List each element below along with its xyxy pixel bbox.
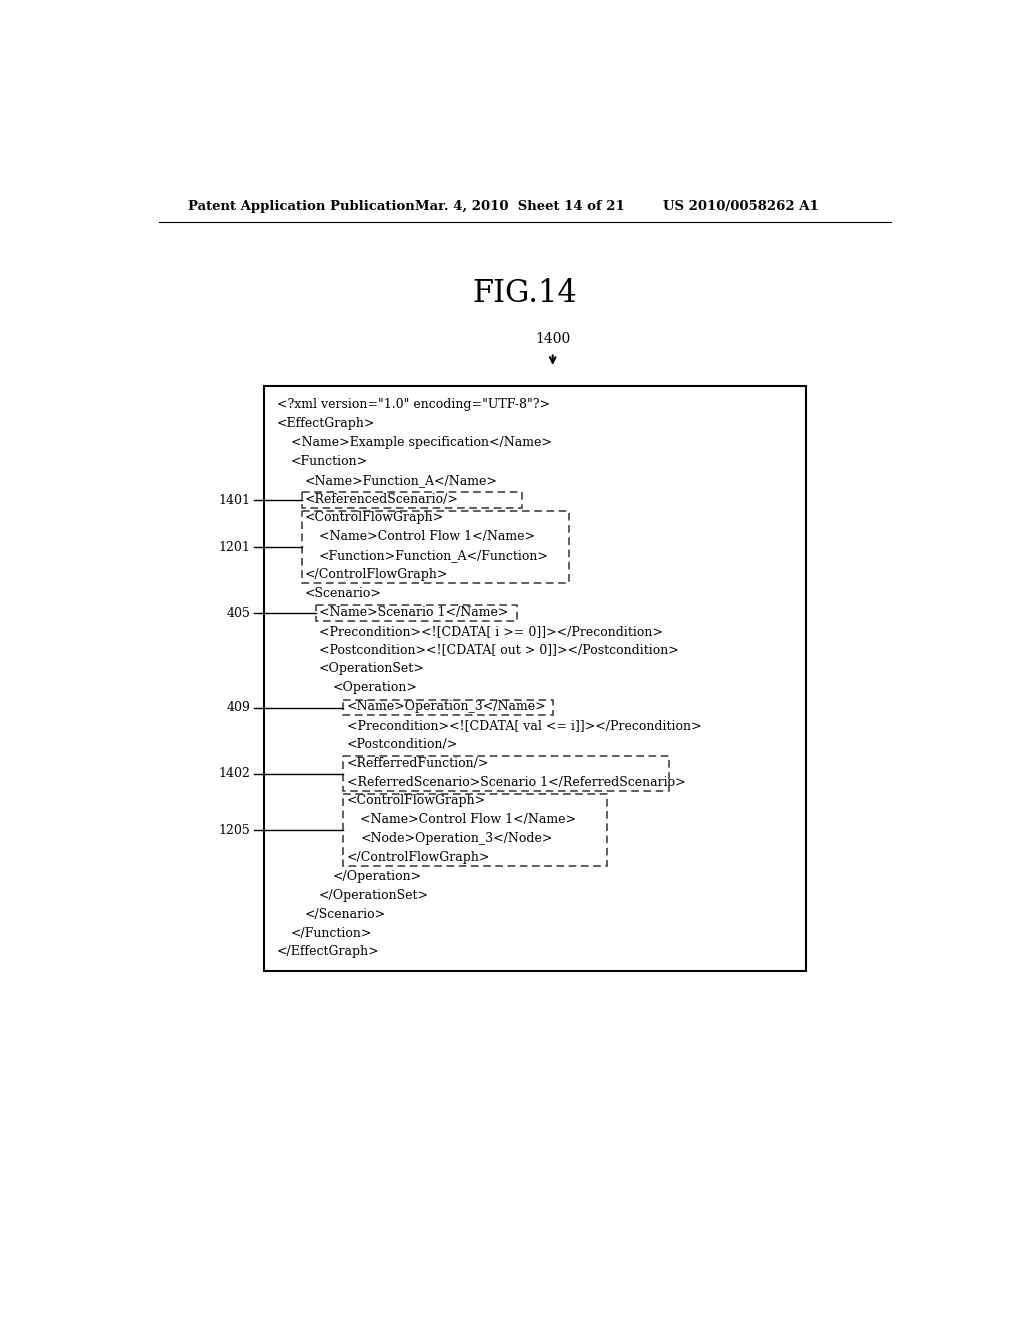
Text: <Name>Operation_3</Name>: <Name>Operation_3</Name>: [346, 700, 546, 713]
Text: </Function>: </Function>: [291, 927, 372, 940]
Bar: [315, 606, 517, 622]
Text: <ReferencedScenario/>: <ReferencedScenario/>: [305, 492, 459, 506]
Text: <Name>Control Flow 1</Name>: <Name>Control Flow 1</Name>: [318, 531, 535, 544]
Text: <EffectGraph>: <EffectGraph>: [276, 417, 375, 430]
Bar: [343, 795, 607, 866]
Text: </Scenario>: </Scenario>: [305, 908, 386, 920]
Text: US 2010/0058262 A1: US 2010/0058262 A1: [663, 199, 818, 213]
Bar: [343, 756, 669, 791]
Text: 405: 405: [226, 607, 251, 620]
Text: 1401: 1401: [218, 494, 251, 507]
Bar: [343, 700, 553, 715]
Text: 1400: 1400: [536, 333, 570, 346]
Text: <Name>Function_A</Name>: <Name>Function_A</Name>: [305, 474, 498, 487]
Text: 1402: 1402: [218, 767, 251, 780]
Text: <Postcondition><![CDATA[ out > 0]]></Postcondition>: <Postcondition><![CDATA[ out > 0]]></Pos…: [318, 644, 678, 656]
Text: </ControlFlowGraph>: </ControlFlowGraph>: [305, 568, 449, 581]
Text: <OperationSet>: <OperationSet>: [318, 663, 424, 676]
Text: <Function>Function_A</Function>: <Function>Function_A</Function>: [318, 549, 549, 562]
Text: <Node>Operation_3</Node>: <Node>Operation_3</Node>: [360, 832, 553, 845]
Text: <Postcondition/>: <Postcondition/>: [346, 738, 458, 751]
Text: <Operation>: <Operation>: [333, 681, 418, 694]
Text: <ControlFlowGraph>: <ControlFlowGraph>: [346, 795, 485, 808]
Text: <Precondition><![CDATA[ val <= i]]></Precondition>: <Precondition><![CDATA[ val <= i]]></Pre…: [346, 719, 701, 733]
Text: <Function>: <Function>: [291, 455, 368, 467]
Text: </OperationSet>: </OperationSet>: [318, 888, 429, 902]
Text: <Name>Scenario 1</Name>: <Name>Scenario 1</Name>: [318, 606, 508, 619]
Text: <Name>Example specification</Name>: <Name>Example specification</Name>: [291, 436, 552, 449]
Text: <Precondition><![CDATA[ i >= 0]]></Precondition>: <Precondition><![CDATA[ i >= 0]]></Preco…: [318, 624, 663, 638]
Text: FIG.14: FIG.14: [472, 277, 578, 309]
Text: <ControlFlowGraph>: <ControlFlowGraph>: [305, 511, 443, 524]
Text: </EffectGraph>: </EffectGraph>: [276, 945, 380, 958]
Text: <Scenario>: <Scenario>: [305, 587, 382, 601]
Text: 1201: 1201: [218, 541, 251, 554]
Bar: [302, 492, 522, 508]
Bar: [302, 511, 569, 583]
Text: <RefferredFunction/>: <RefferredFunction/>: [346, 756, 488, 770]
Text: <Name>Control Flow 1</Name>: <Name>Control Flow 1</Name>: [360, 813, 577, 826]
Text: 409: 409: [226, 701, 251, 714]
Text: Mar. 4, 2010  Sheet 14 of 21: Mar. 4, 2010 Sheet 14 of 21: [415, 199, 625, 213]
Bar: [263, 385, 806, 970]
Text: </ControlFlowGraph>: </ControlFlowGraph>: [346, 851, 489, 865]
Text: <?xml version="1.0" encoding="UTF-8"?>: <?xml version="1.0" encoding="UTF-8"?>: [276, 399, 550, 412]
Text: </Operation>: </Operation>: [333, 870, 422, 883]
Text: <ReferredScenario>Scenario 1</ReferredScenario>: <ReferredScenario>Scenario 1</ReferredSc…: [346, 776, 685, 788]
Text: Patent Application Publication: Patent Application Publication: [188, 199, 415, 213]
Text: 1205: 1205: [219, 824, 251, 837]
